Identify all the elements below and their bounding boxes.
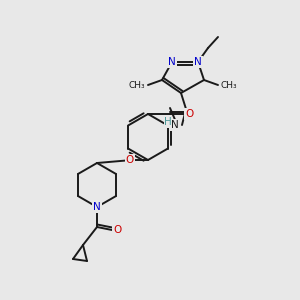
Text: N: N	[194, 57, 202, 67]
Text: O: O	[113, 225, 121, 235]
Text: N: N	[168, 57, 176, 67]
Text: N: N	[171, 120, 179, 130]
Text: CH₃: CH₃	[221, 80, 237, 89]
Text: N: N	[93, 202, 101, 212]
Text: CH₃: CH₃	[129, 80, 145, 89]
Text: O: O	[126, 155, 134, 165]
Text: O: O	[185, 109, 193, 119]
Text: H: H	[164, 117, 172, 127]
